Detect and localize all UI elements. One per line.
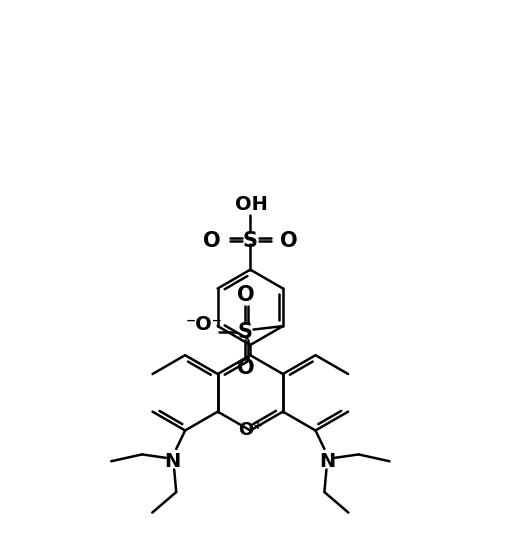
Text: O: O [203, 231, 221, 251]
Text: O: O [237, 285, 255, 305]
Text: N: N [319, 452, 336, 471]
Text: S: S [238, 322, 253, 342]
Text: S: S [243, 231, 258, 251]
Text: OH: OH [235, 195, 268, 214]
Text: ⁻O⁻: ⁻O⁻ [186, 315, 223, 334]
Text: O: O [237, 358, 255, 378]
Text: O⁺: O⁺ [238, 421, 263, 440]
Text: N: N [165, 452, 181, 471]
Text: O: O [280, 231, 297, 251]
